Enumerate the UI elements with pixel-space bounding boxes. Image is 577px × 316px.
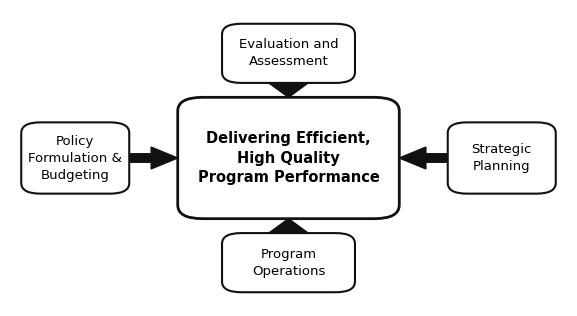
FancyArrow shape bbox=[399, 147, 448, 169]
Text: Policy
Formulation &
Budgeting: Policy Formulation & Budgeting bbox=[28, 135, 122, 181]
FancyBboxPatch shape bbox=[178, 97, 399, 219]
FancyBboxPatch shape bbox=[21, 122, 129, 194]
FancyBboxPatch shape bbox=[448, 122, 556, 194]
Text: Evaluation and
Assessment: Evaluation and Assessment bbox=[239, 38, 338, 68]
Text: Strategic
Planning: Strategic Planning bbox=[471, 143, 532, 173]
Text: Delivering Efficient,
High Quality
Program Performance: Delivering Efficient, High Quality Progr… bbox=[197, 131, 380, 185]
Text: Program
Operations: Program Operations bbox=[252, 248, 325, 278]
FancyBboxPatch shape bbox=[222, 233, 355, 292]
FancyArrow shape bbox=[268, 83, 309, 97]
FancyArrow shape bbox=[268, 219, 309, 233]
FancyBboxPatch shape bbox=[222, 24, 355, 83]
FancyArrow shape bbox=[129, 147, 178, 169]
